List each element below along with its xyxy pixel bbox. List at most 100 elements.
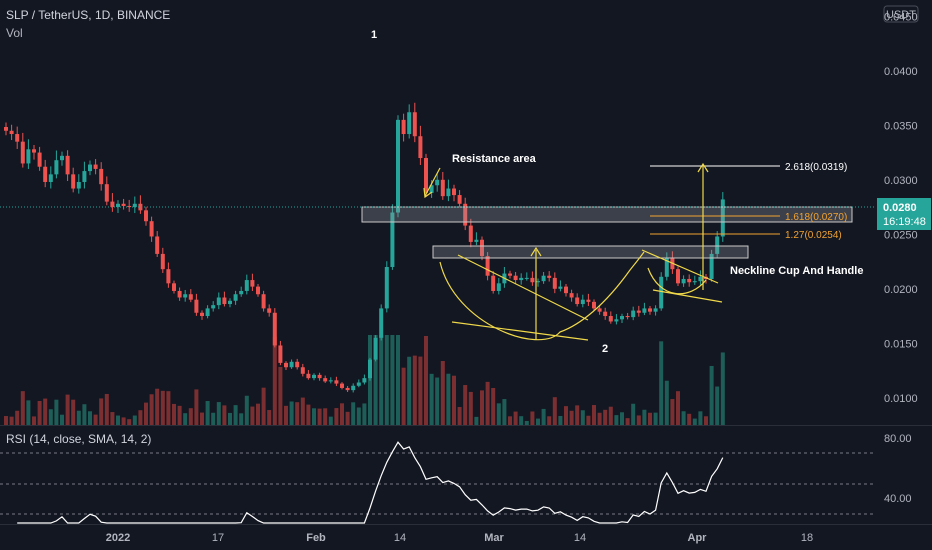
candle-body: [317, 374, 322, 379]
candle: [82, 161, 87, 189]
candle: [496, 277, 501, 295]
candle: [278, 340, 283, 366]
candle: [306, 370, 311, 380]
candle: [536, 278, 540, 287]
candle-body: [709, 253, 714, 279]
candle-body: [564, 286, 568, 294]
candle: [564, 283, 568, 297]
volume-bar: [396, 335, 400, 425]
candle: [32, 145, 36, 160]
candle-body: [295, 361, 300, 368]
candle-body: [356, 382, 361, 386]
volume-bar: [407, 356, 412, 425]
candle-body: [653, 308, 658, 312]
wave-1-label: 1: [371, 29, 377, 41]
candle: [653, 305, 658, 316]
volume-bar: [620, 412, 624, 425]
volume-bar: [9, 416, 14, 425]
candle: [261, 290, 266, 312]
candle-body: [603, 311, 608, 317]
resistance-pointer[interactable]: [424, 167, 441, 197]
price-tick: 0.0100: [884, 393, 918, 405]
price-tick: 0.0200: [884, 284, 918, 296]
candle-body: [37, 152, 42, 167]
volume-bar: [272, 336, 277, 425]
volume-bar: [82, 404, 87, 425]
volume-bar: [138, 410, 143, 425]
candle: [692, 275, 697, 285]
candle-body: [368, 359, 372, 379]
candle: [345, 386, 350, 392]
candle: [384, 261, 389, 313]
cup-and-handle-drawing[interactable]: [423, 162, 723, 341]
cup-left-trendline[interactable]: [457, 254, 589, 321]
candle: [519, 273, 524, 285]
price-tick: 0.0150: [884, 338, 918, 350]
volume-bar: [340, 403, 344, 425]
time-axis[interactable]: 2022 17 Feb 14 Mar 14 Apr 18: [106, 532, 813, 544]
candle: [205, 305, 210, 319]
candle-body: [558, 286, 563, 289]
candle: [334, 376, 339, 387]
current-price-value: 0.0280: [883, 202, 917, 214]
volume-bar: [20, 391, 25, 425]
volume-bar: [379, 335, 384, 425]
neckline-zone[interactable]: [432, 245, 749, 259]
volume-bar: [659, 341, 664, 425]
candle-body: [592, 301, 596, 309]
current-price-badge: 0.0280 16:19:48: [877, 198, 931, 230]
candle-body: [166, 269, 171, 284]
candle-body: [424, 158, 428, 193]
volume-bar: [267, 410, 272, 425]
candle-body: [183, 294, 188, 298]
resistance-zone[interactable]: [361, 206, 853, 223]
candle-body: [536, 281, 540, 283]
candle-body: [250, 280, 255, 287]
volume-bar: [463, 385, 468, 425]
candle-body: [110, 201, 115, 208]
candle: [267, 304, 272, 317]
candle-body: [323, 378, 328, 382]
volume-bar: [306, 404, 311, 425]
candle: [424, 153, 428, 197]
candle: [54, 150, 59, 179]
rsi-pane[interactable]: [0, 426, 876, 524]
candle-body: [306, 373, 311, 379]
price-scale[interactable]: [876, 0, 932, 550]
candle-body: [93, 164, 98, 169]
candle: [575, 293, 580, 307]
volume-bar: [418, 356, 423, 425]
candle: [93, 159, 98, 175]
candle-body: [9, 130, 14, 135]
candle-body: [211, 305, 216, 309]
candle: [603, 307, 608, 320]
candle-body: [362, 378, 367, 383]
handle-curve[interactable]: [647, 267, 707, 295]
candle-body: [15, 134, 20, 142]
candle: [508, 270, 512, 279]
cup-bottom-trendline[interactable]: [451, 321, 589, 341]
volume-bar: [71, 399, 76, 425]
candle-body: [267, 308, 272, 313]
price-axis-ticks: 0.0450 0.0400 0.0350 0.0300 0.0250 0.0200 0.01…: [884, 11, 918, 404]
candle-body: [43, 166, 48, 182]
time-tick: 14: [574, 532, 586, 544]
candle-body: [138, 203, 143, 211]
usdt-badge[interactable]: USDT: [883, 5, 919, 23]
candle: [491, 271, 496, 294]
handle-upper-trendline[interactable]: [641, 249, 719, 284]
volume-bar: [183, 413, 188, 425]
candle: [597, 305, 602, 315]
volume-bar: [704, 416, 708, 425]
rsi-label[interactable]: RSI (14, close, SMA, 14, 2): [6, 432, 152, 446]
symbol-title[interactable]: SLP / TetherUS, 1D, BINANCE: [6, 8, 171, 22]
candle-body: [54, 160, 59, 175]
cup-curve[interactable]: [439, 251, 645, 341]
candle-body: [401, 119, 406, 135]
candle-body: [284, 362, 288, 368]
handle-lower-trendline[interactable]: [652, 289, 723, 303]
candle: [356, 379, 361, 388]
candle-body: [440, 179, 445, 197]
candle: [166, 262, 171, 288]
